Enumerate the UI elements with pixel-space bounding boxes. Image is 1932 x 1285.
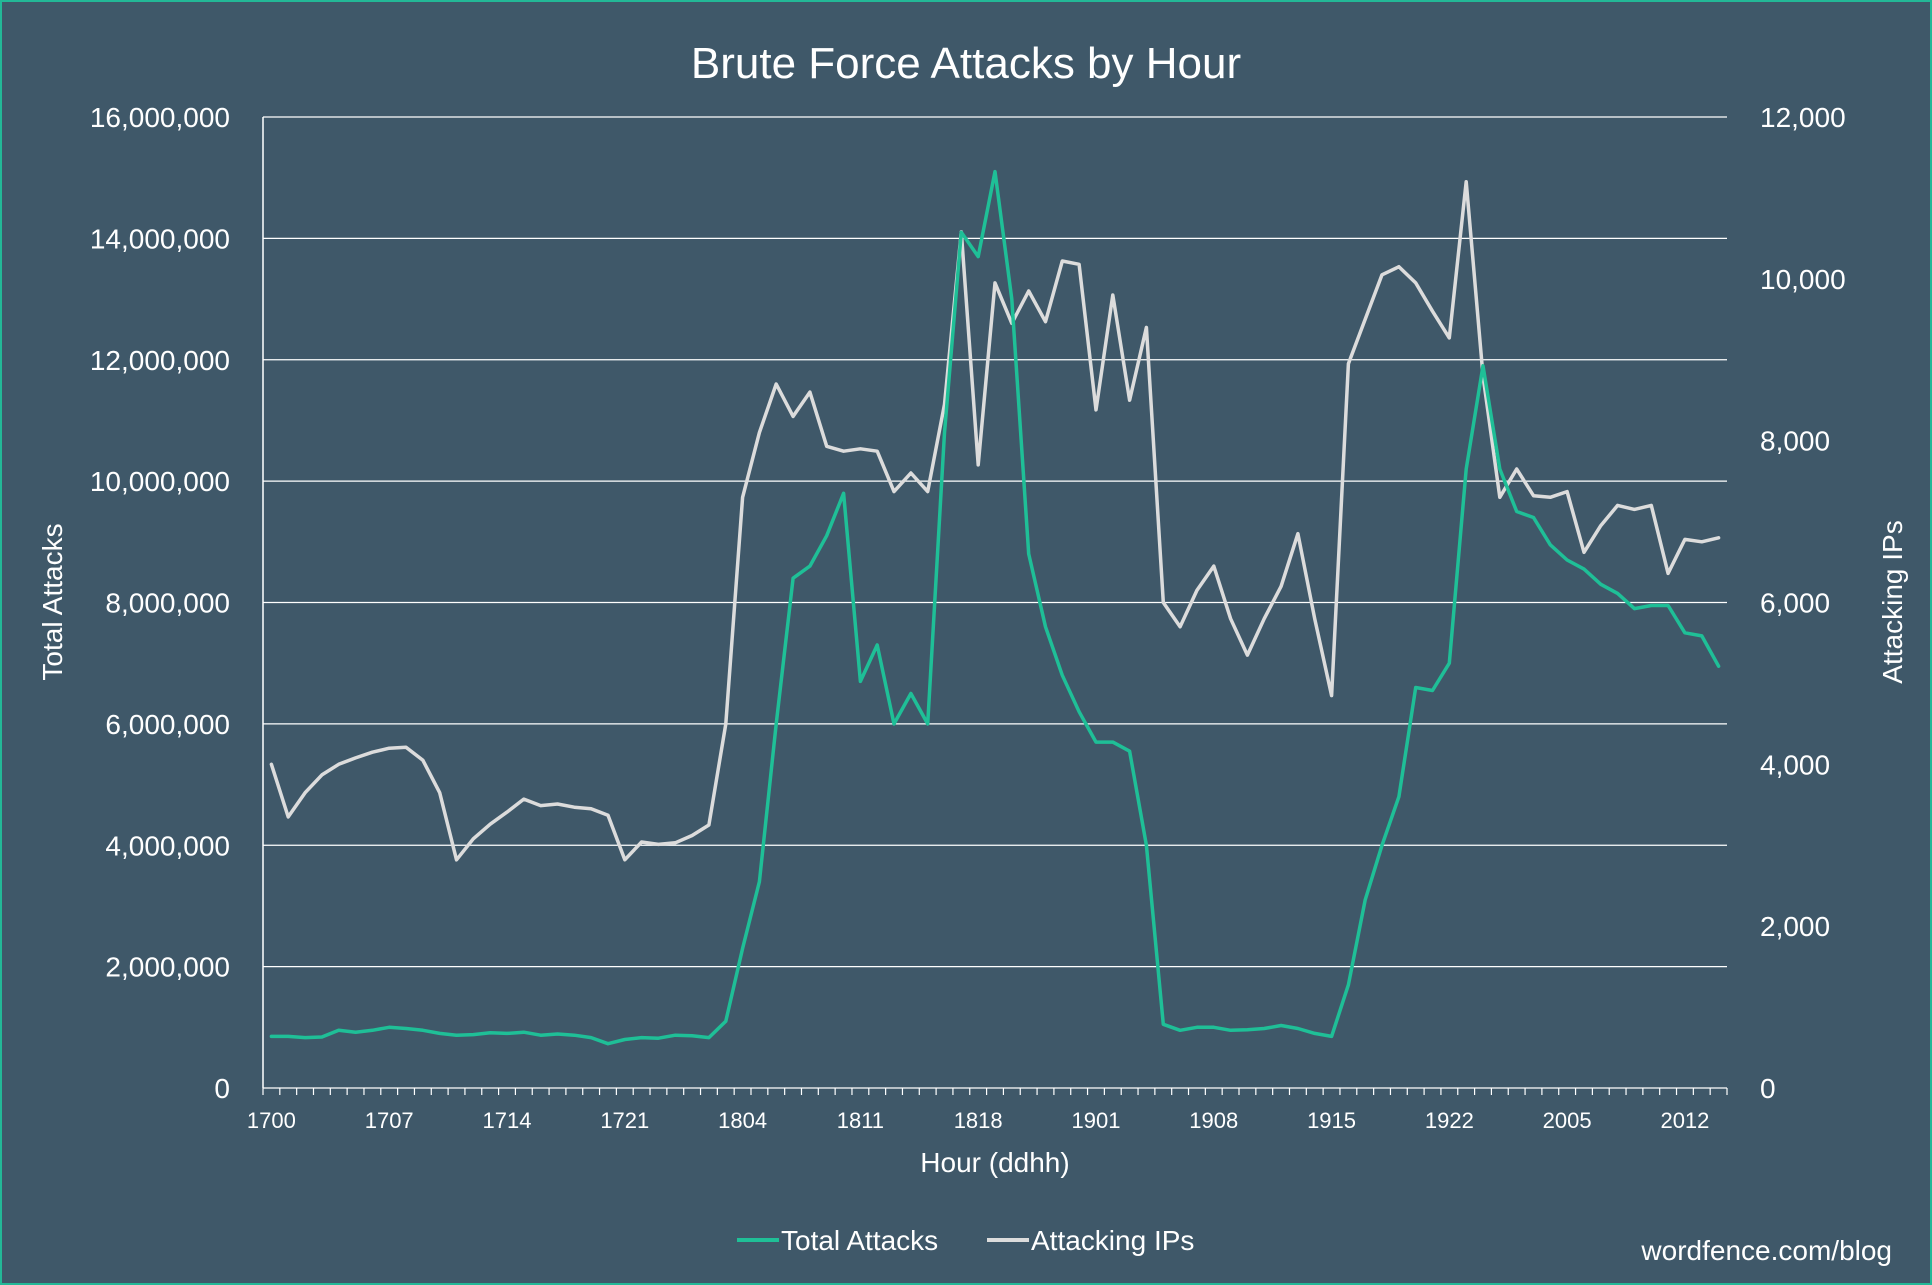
right-tick-label: 6,000 (1760, 588, 1830, 619)
left-tick-label: 4,000,000 (105, 830, 230, 861)
x-tick-label: 1908 (1189, 1108, 1238, 1133)
left-tick-label: 14,000,000 (90, 223, 230, 254)
right-axis-title: Attacking IPs (1877, 520, 1908, 683)
right-tick-label: 2,000 (1760, 911, 1830, 942)
x-tick-label: 1714 (483, 1108, 532, 1133)
left-tick-label: 8,000,000 (105, 588, 230, 619)
right-axis-ticks: 0 2,000 4,000 6,000 8,000 10,000 12,000 (1760, 102, 1846, 1104)
left-tick-label: 0 (214, 1073, 230, 1104)
legend: Total Attacks Attacking IPs (737, 1225, 1194, 1256)
series-lines (269, 169, 1721, 1046)
x-tick-label: 1818 (954, 1108, 1003, 1133)
x-tick-label: 1700 (247, 1108, 296, 1133)
x-tick-label: 1901 (1071, 1108, 1120, 1133)
x-axis-title: Hour (ddhh) (920, 1147, 1069, 1178)
x-tick-label: 2005 (1543, 1108, 1592, 1133)
left-tick-label: 6,000,000 (105, 709, 230, 740)
left-axis-title: Total Attacks (37, 523, 68, 680)
right-tick-label: 12,000 (1760, 102, 1846, 133)
legend-label: Total Attacks (781, 1225, 938, 1256)
chart-title: Brute Force Attacks by Hour (691, 39, 1241, 88)
gridlines (262, 116, 1727, 1089)
right-tick-label: 4,000 (1760, 749, 1830, 780)
x-tick-label: 1922 (1425, 1108, 1474, 1133)
x-tick-label: 1811 (837, 1108, 884, 1133)
series-line-attacking-ips (269, 179, 1721, 862)
x-axis-ticks: 1700 1707 1714 1721 1804 1811 1818 1901 1908 1915… (247, 1088, 1728, 1133)
right-tick-label: 10,000 (1760, 264, 1846, 295)
left-tick-label: 16,000,000 (90, 102, 230, 133)
right-tick-label: 8,000 (1760, 426, 1830, 457)
series-line-total-attacks (269, 169, 1721, 1046)
x-tick-label: 1721 (600, 1108, 649, 1133)
x-tick-label: 1804 (718, 1108, 767, 1133)
x-tick-label: 1915 (1307, 1108, 1356, 1133)
left-axis-ticks: 0 2,000,000 4,000,000 6,000,000 8,000,000 10,… (90, 102, 230, 1104)
left-tick-label: 10,000,000 (90, 466, 230, 497)
right-tick-label: 0 (1760, 1073, 1776, 1104)
credit-text: wordfence.com/blog (1640, 1235, 1892, 1266)
left-tick-label: 12,000,000 (90, 345, 230, 376)
legend-label: Attacking IPs (1031, 1225, 1194, 1256)
x-tick-label: 1707 (365, 1108, 414, 1133)
left-tick-label: 2,000,000 (105, 952, 230, 983)
x-tick-label: 2012 (1660, 1108, 1709, 1133)
